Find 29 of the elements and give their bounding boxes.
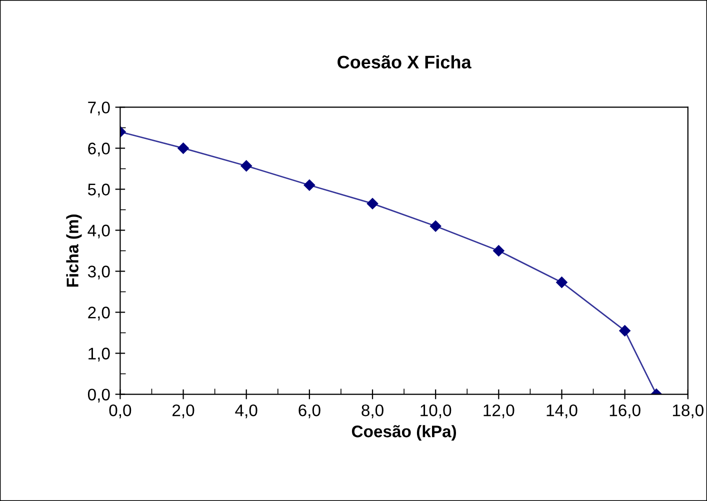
point <box>556 276 568 288</box>
point <box>619 325 630 336</box>
y-axis-title: Ficha (m) <box>66 214 82 287</box>
point <box>240 160 252 172</box>
x-tick-label: 0,0 <box>109 404 132 418</box>
y-tick-label: 0,0 <box>88 388 110 402</box>
y-tick-label: 4,0 <box>88 224 110 238</box>
y-tick-label: 3,0 <box>88 266 110 280</box>
x-tick-label: 14,0 <box>546 404 578 418</box>
y-tick-label: 5,0 <box>88 184 110 198</box>
point <box>366 198 378 210</box>
x-tick-label: 8,0 <box>362 404 384 418</box>
x-tick-label: 6,0 <box>298 404 320 418</box>
x-axis-title: Coesão (kPa) <box>352 425 456 441</box>
point <box>430 220 442 232</box>
y-tick-label: 2,0 <box>88 306 110 320</box>
x-tick-label: 16,0 <box>610 404 640 418</box>
y-tick-label: 7,0 <box>88 102 110 116</box>
x-tick-label: 2,0 <box>172 404 194 418</box>
point <box>178 142 189 154</box>
x-tick-label: 4,0 <box>235 404 258 418</box>
y-tick-label: 1,0 <box>88 348 110 362</box>
point <box>493 245 504 256</box>
x-tick-label: 12,0 <box>484 404 514 418</box>
point <box>304 180 316 191</box>
y-tick-label: 6,0 <box>88 142 110 156</box>
x-tick-label: 18,0 <box>672 404 704 418</box>
x-tick-label: 10,0 <box>420 404 452 418</box>
chart-title: Coesão X Ficha <box>338 55 472 69</box>
